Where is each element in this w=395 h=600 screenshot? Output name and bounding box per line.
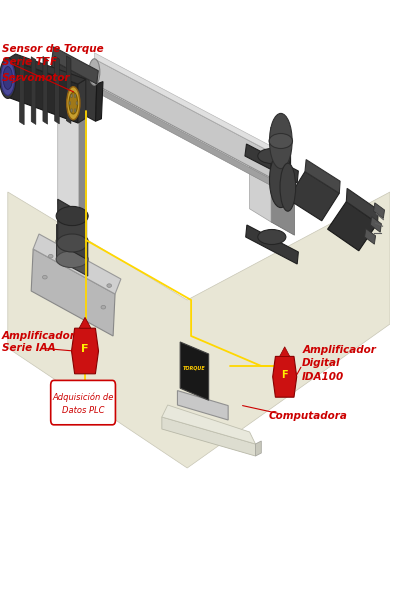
- Ellipse shape: [107, 284, 111, 287]
- Ellipse shape: [269, 152, 292, 208]
- Polygon shape: [273, 356, 297, 397]
- FancyBboxPatch shape: [51, 380, 115, 425]
- Polygon shape: [66, 56, 71, 124]
- Text: Amplificador: Amplificador: [2, 331, 76, 341]
- Polygon shape: [374, 203, 385, 218]
- Polygon shape: [55, 56, 59, 124]
- Ellipse shape: [1, 61, 15, 95]
- Ellipse shape: [71, 94, 72, 98]
- Polygon shape: [96, 82, 103, 121]
- Text: Adquisición de: Adquisición de: [53, 392, 114, 402]
- Text: TORQUE: TORQUE: [183, 365, 206, 370]
- Ellipse shape: [71, 109, 72, 112]
- Polygon shape: [79, 317, 91, 328]
- Polygon shape: [8, 192, 390, 468]
- Text: IDA100: IDA100: [302, 371, 344, 382]
- Polygon shape: [94, 53, 281, 157]
- Text: Computadora: Computadora: [269, 411, 348, 421]
- Ellipse shape: [56, 233, 88, 250]
- Polygon shape: [71, 328, 98, 374]
- Polygon shape: [177, 391, 228, 420]
- Ellipse shape: [269, 133, 293, 148]
- Ellipse shape: [56, 206, 88, 226]
- Ellipse shape: [258, 229, 286, 245]
- Ellipse shape: [43, 275, 47, 279]
- Polygon shape: [56, 224, 88, 276]
- Text: Sensor de Torque: Sensor de Torque: [2, 44, 103, 54]
- Polygon shape: [31, 249, 115, 336]
- Text: F: F: [81, 344, 89, 353]
- Polygon shape: [346, 188, 378, 223]
- Polygon shape: [256, 441, 261, 456]
- Polygon shape: [94, 85, 281, 191]
- Text: Datos PLC: Datos PLC: [62, 406, 104, 415]
- Polygon shape: [280, 347, 290, 356]
- Polygon shape: [94, 59, 281, 183]
- Polygon shape: [78, 79, 86, 123]
- Ellipse shape: [3, 67, 13, 89]
- Text: Serie IAA: Serie IAA: [2, 343, 56, 353]
- Polygon shape: [271, 127, 291, 193]
- Ellipse shape: [48, 254, 53, 258]
- Polygon shape: [79, 93, 87, 222]
- Ellipse shape: [74, 94, 76, 98]
- Ellipse shape: [67, 87, 80, 120]
- Polygon shape: [33, 234, 121, 294]
- Polygon shape: [8, 54, 86, 84]
- Polygon shape: [8, 59, 78, 123]
- Text: Digital: Digital: [302, 358, 341, 368]
- Polygon shape: [180, 342, 209, 400]
- Polygon shape: [58, 199, 87, 259]
- Polygon shape: [58, 79, 79, 217]
- Polygon shape: [246, 225, 298, 264]
- Ellipse shape: [74, 109, 76, 112]
- Polygon shape: [52, 47, 98, 84]
- Ellipse shape: [258, 148, 286, 163]
- Ellipse shape: [76, 101, 77, 105]
- Ellipse shape: [69, 92, 77, 114]
- Polygon shape: [43, 56, 47, 124]
- Ellipse shape: [56, 251, 88, 268]
- Polygon shape: [305, 160, 340, 193]
- Polygon shape: [19, 57, 24, 125]
- Text: Servomotor: Servomotor: [2, 73, 71, 83]
- Polygon shape: [245, 144, 298, 183]
- Polygon shape: [51, 60, 97, 121]
- Polygon shape: [371, 217, 382, 232]
- Polygon shape: [31, 57, 36, 124]
- Ellipse shape: [269, 113, 292, 169]
- Text: Amplificador: Amplificador: [302, 345, 376, 355]
- Polygon shape: [250, 154, 271, 222]
- Polygon shape: [162, 417, 256, 456]
- Text: Serie TFF: Serie TFF: [2, 57, 57, 67]
- Polygon shape: [365, 229, 376, 244]
- Ellipse shape: [101, 305, 106, 309]
- Ellipse shape: [69, 101, 71, 105]
- Polygon shape: [271, 167, 294, 235]
- Ellipse shape: [89, 59, 100, 85]
- Ellipse shape: [57, 234, 87, 252]
- Polygon shape: [162, 405, 256, 444]
- Text: F: F: [281, 370, 288, 380]
- Polygon shape: [288, 172, 339, 221]
- Ellipse shape: [0, 58, 16, 98]
- Polygon shape: [327, 202, 378, 251]
- Ellipse shape: [280, 163, 295, 211]
